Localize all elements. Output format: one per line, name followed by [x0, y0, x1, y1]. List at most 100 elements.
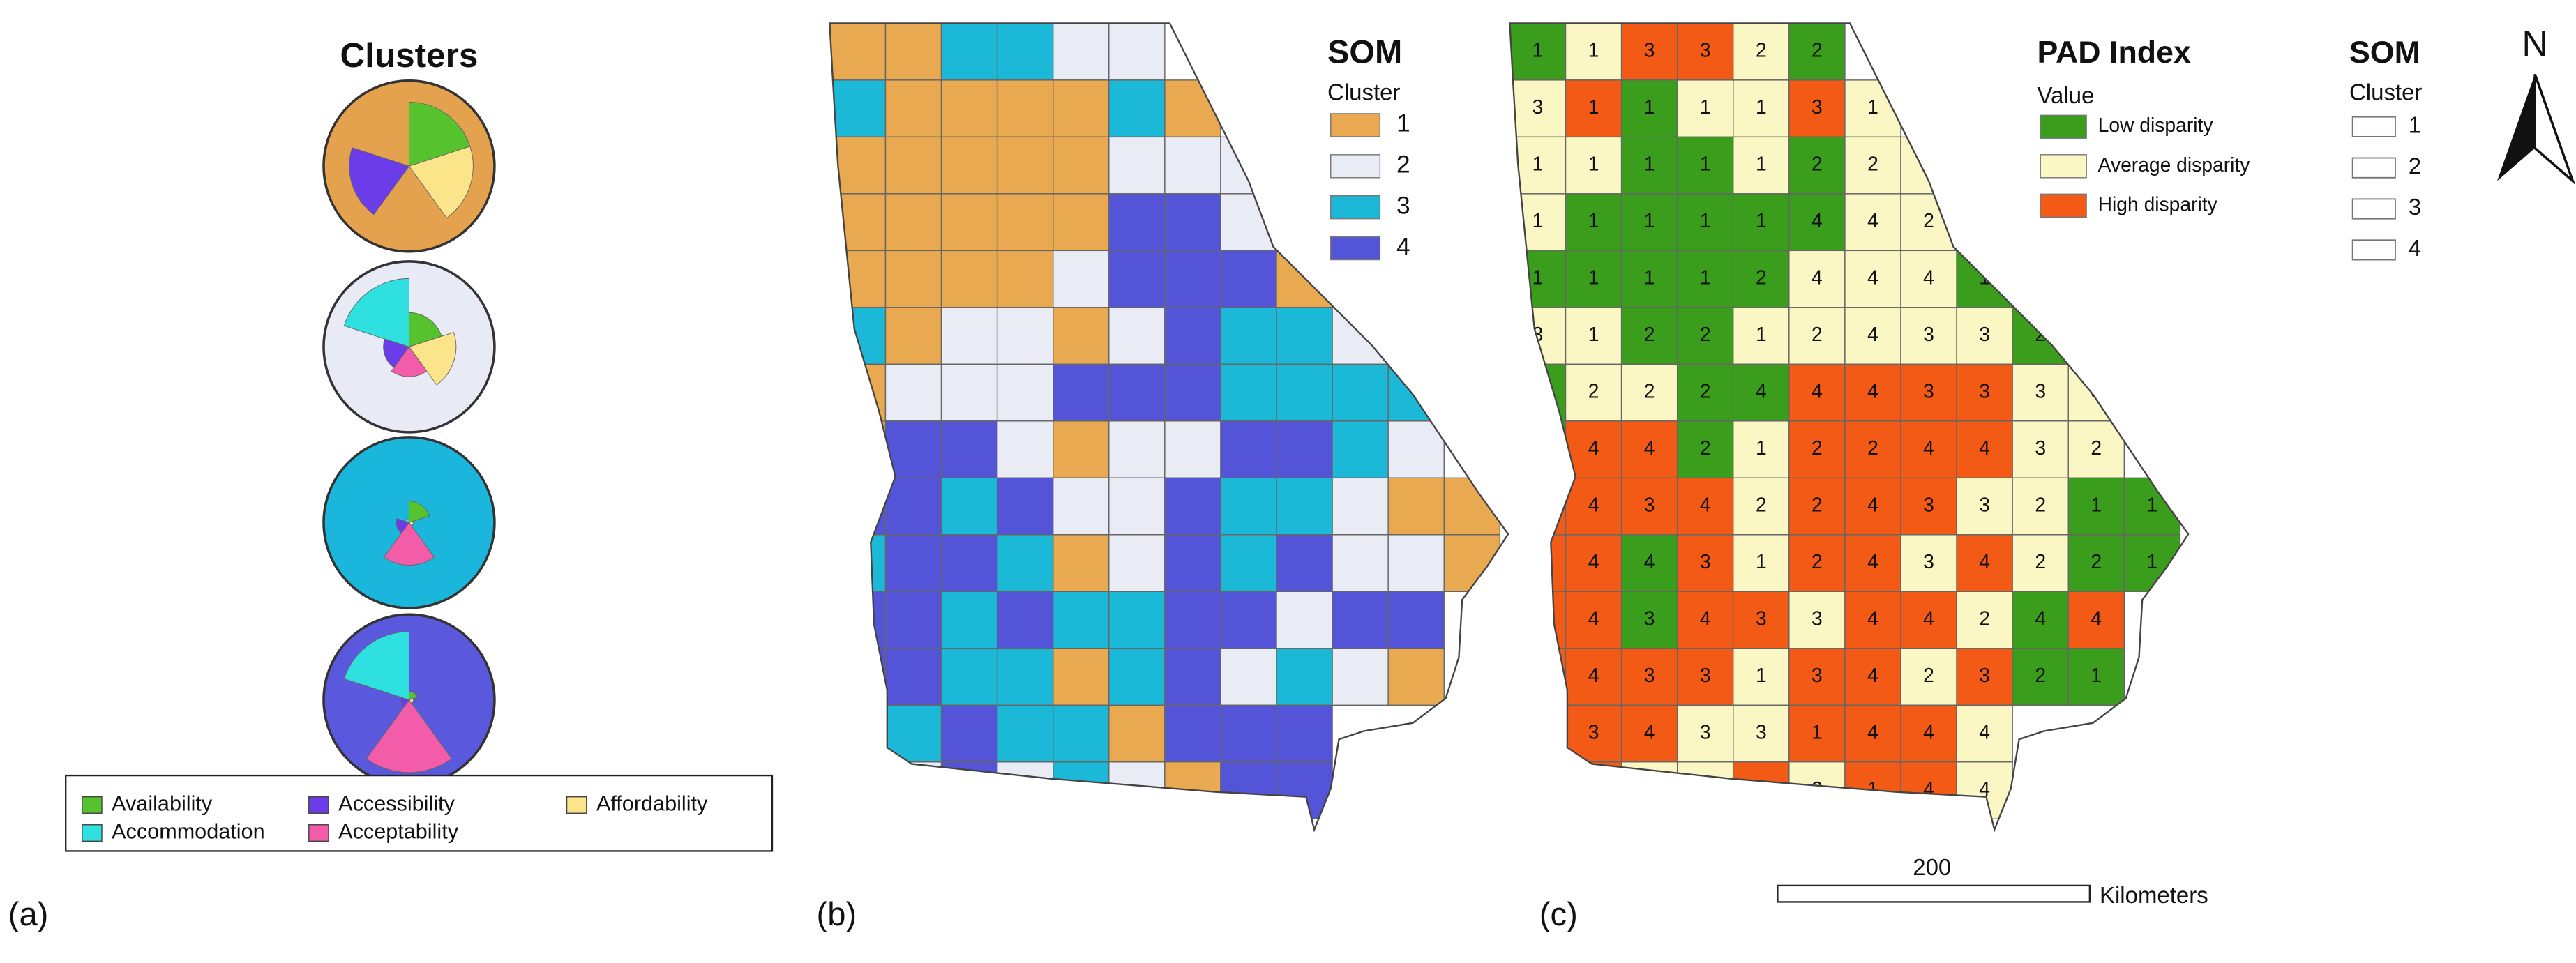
- county: [829, 534, 887, 593]
- county: [1052, 23, 1110, 81]
- county: [1164, 136, 1221, 195]
- county: [1108, 307, 1166, 365]
- county: [940, 477, 998, 536]
- county-cluster-label: 1: [1532, 209, 1544, 232]
- legend-swatch: [2351, 116, 2396, 137]
- county-cluster-label: 4: [1644, 550, 1655, 573]
- county-cluster-label: 4: [1923, 266, 1934, 289]
- county-cluster-label: 4: [1644, 437, 1655, 459]
- county: [1733, 193, 1790, 252]
- county-cluster-label: 2: [1923, 664, 1934, 686]
- county: [1164, 420, 1221, 479]
- county: [1956, 363, 2013, 422]
- county-cluster-label: 3: [1812, 664, 1823, 686]
- county: [940, 23, 998, 81]
- rose-petal: [383, 522, 435, 566]
- county: [1565, 193, 1622, 252]
- county-cluster-label: 4: [1812, 209, 1823, 232]
- county-cluster-label: 1: [1644, 209, 1655, 232]
- county: [1276, 761, 1333, 819]
- county-cluster-label: 2: [1756, 39, 1767, 61]
- county-cluster-label: 3: [1923, 550, 1934, 573]
- legend-label: Affordability: [596, 792, 708, 816]
- legend-swatch: [2040, 193, 2087, 218]
- county: [1844, 477, 1901, 536]
- county: [1387, 477, 1445, 536]
- county: [1565, 761, 1622, 819]
- county: [1900, 420, 1957, 479]
- rose-petal: [366, 699, 453, 773]
- county: [884, 79, 942, 138]
- county: [1565, 591, 1622, 649]
- county-cluster-label: 2: [2091, 437, 2102, 459]
- county: [1956, 534, 2013, 593]
- county: [1108, 704, 1166, 763]
- county: [1276, 363, 1333, 422]
- county-cluster-label: 1: [1588, 266, 1599, 289]
- county: [996, 79, 1054, 138]
- county: [2012, 420, 2069, 479]
- legend-label: 1: [2409, 112, 2421, 137]
- county-cluster-label: 4: [1532, 607, 1544, 630]
- county: [1620, 477, 1678, 536]
- legend-swatch: [1330, 154, 1381, 179]
- county: [1676, 193, 1734, 252]
- county: [1332, 591, 1389, 649]
- county: [1844, 193, 1901, 252]
- county-cluster-label: 1: [1644, 266, 1655, 289]
- county: [1788, 648, 1846, 706]
- county: [1276, 420, 1333, 479]
- county: [1733, 648, 1790, 706]
- county: [1220, 648, 1277, 706]
- legend-label: Availability: [112, 792, 213, 816]
- panel-label: (b): [817, 895, 857, 932]
- county: [884, 761, 942, 819]
- county: [2067, 363, 2125, 422]
- county: [996, 534, 1054, 593]
- legend-label: 2: [2409, 153, 2421, 179]
- county-cluster-label: 1: [1588, 153, 1599, 175]
- county: [1276, 704, 1333, 763]
- county: [940, 534, 998, 593]
- county: [1332, 477, 1389, 536]
- county: [1956, 307, 2013, 365]
- county-cluster-label: 3: [1756, 607, 1767, 630]
- legend: Availability Accommodation Accessibility Ac…: [82, 792, 708, 844]
- county: [1509, 363, 1567, 422]
- county-cluster-label: 2: [1700, 380, 1711, 402]
- county-cluster-label: 4: [1867, 550, 1878, 573]
- county: [1387, 363, 1445, 422]
- county: [1220, 761, 1277, 819]
- county: [1052, 79, 1110, 138]
- county: [1443, 477, 1501, 536]
- rose-petal: [408, 312, 442, 348]
- county: [996, 193, 1054, 252]
- county: [940, 648, 998, 706]
- county-cluster-label: 1: [1532, 437, 1544, 459]
- rose-petal: [408, 501, 430, 524]
- legend: Low disparity Average disparity High dispa…: [2040, 114, 2250, 218]
- county: [1900, 591, 1957, 649]
- county-cluster-label: 2: [1588, 778, 1599, 800]
- county-cluster-label: 4: [1867, 209, 1878, 232]
- county: [996, 591, 1054, 649]
- county: [884, 704, 942, 763]
- county: [1900, 307, 1957, 365]
- county-cluster-label: 4: [1923, 437, 1934, 459]
- county-cluster-label: 3: [1756, 720, 1767, 743]
- county-cluster-label: 1: [1700, 209, 1711, 232]
- county: [1108, 761, 1166, 819]
- county-cluster-label: 4: [1756, 380, 1767, 402]
- county-cluster-label: 3: [1700, 39, 1711, 61]
- county: [1788, 363, 1846, 422]
- county-cluster-label: 3: [1923, 494, 1934, 516]
- county: [1332, 420, 1389, 479]
- legend-label: 2: [1396, 151, 1410, 179]
- county: [1164, 534, 1221, 593]
- county: [1676, 420, 1734, 479]
- legend-swatch: [308, 824, 329, 842]
- county: [884, 23, 942, 81]
- county: [1108, 193, 1166, 252]
- map-b: [829, 23, 1501, 819]
- county-cluster-label: 2: [1812, 39, 1823, 61]
